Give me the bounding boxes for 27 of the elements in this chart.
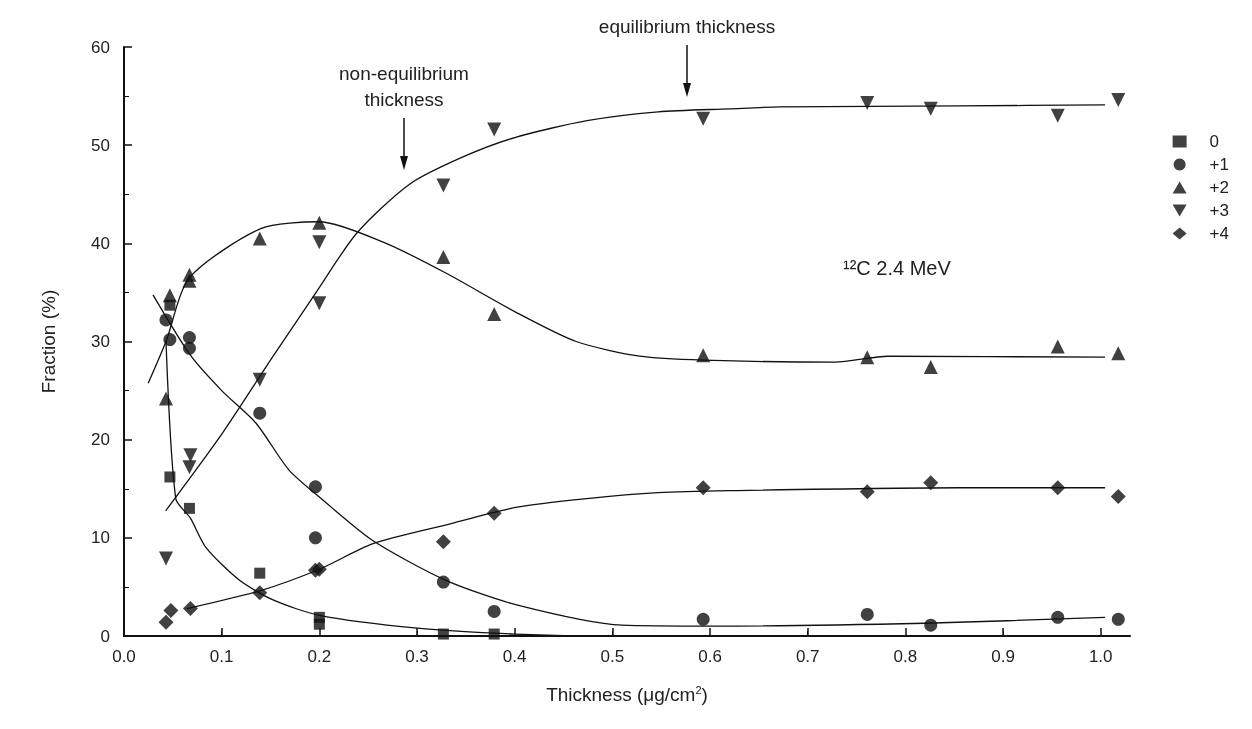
y-axis-title: Fraction (%) — [38, 289, 59, 394]
x-tick-label: 0.9 — [991, 647, 1015, 666]
annotation: ¹²C 2.4 MeV — [843, 257, 952, 279]
text: equilibrium thickness — [598, 15, 776, 37]
x-tick-label: 0.0 — [112, 647, 136, 666]
legend-label: +2 — [1209, 178, 1230, 197]
y-tick-label: 60 — [91, 37, 110, 57]
x-tick-label: 1.0 — [1088, 647, 1113, 666]
x-tick-label: 0.8 — [893, 647, 918, 666]
x-tick-label: 0.3 — [405, 647, 429, 666]
x-tick-label: 0.6 — [698, 647, 722, 666]
legend-label: +1 — [1209, 155, 1230, 174]
legend-label: +3 — [1209, 201, 1230, 220]
legend-label: +4 — [1209, 224, 1230, 243]
x-tick-label: 0.4 — [502, 647, 527, 666]
y-tick-label: 20 — [91, 430, 110, 450]
annotation: non-equilibrium thickness — [339, 62, 469, 110]
x-tick-label: 0.5 — [600, 647, 625, 666]
y-tick-label: 40 — [91, 233, 110, 253]
x-tick-label: 0.1 — [209, 647, 234, 666]
y-tick-label: 10 — [91, 528, 110, 548]
y-tick-label: 30 — [91, 332, 110, 351]
y-tick-label: 0 — [100, 626, 110, 646]
x-tick-label: 0.2 — [307, 647, 332, 666]
legend-label: 0 — [1209, 132, 1220, 151]
y-tick-label: 50 — [91, 135, 110, 155]
x-tick-label: 0.7 — [795, 647, 820, 666]
